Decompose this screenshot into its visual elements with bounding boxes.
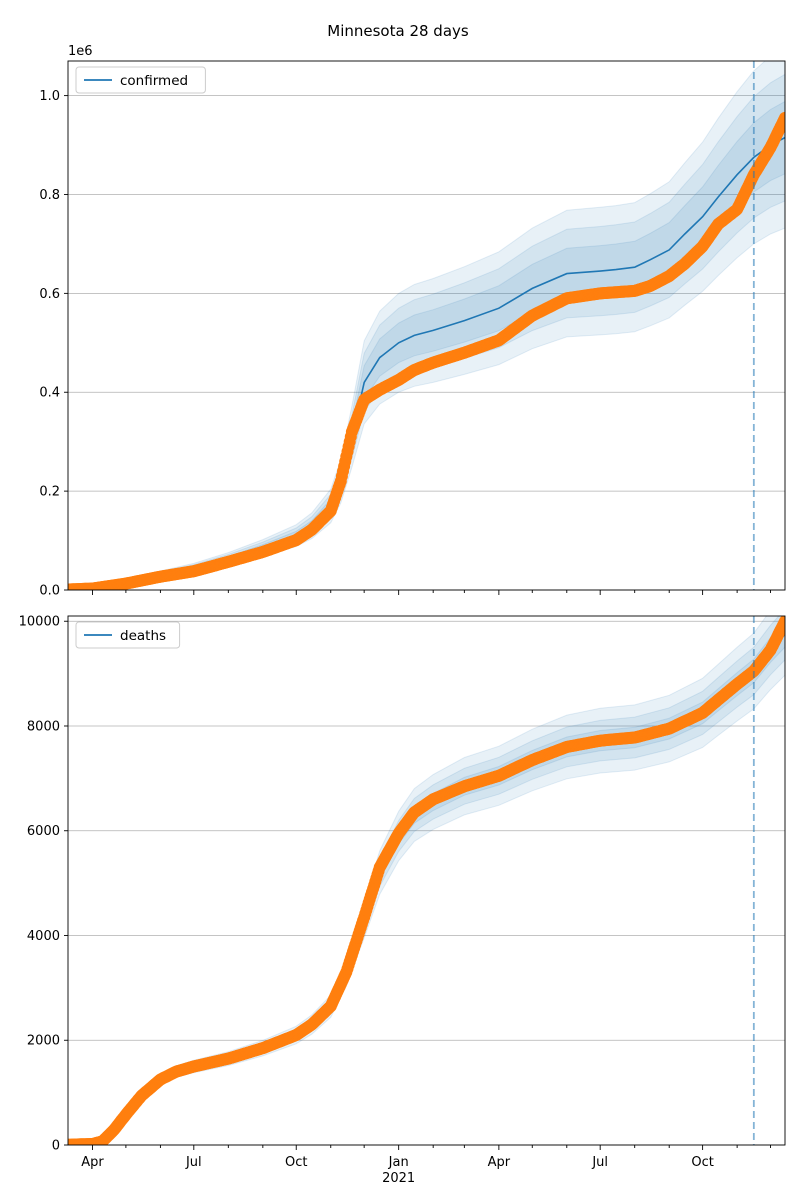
observed-series bbox=[68, 616, 785, 1145]
y-tick-label: 0.8 bbox=[39, 188, 60, 203]
legend: confirmed bbox=[75, 66, 206, 94]
uncertainty-band bbox=[68, 616, 785, 1145]
axes-frame bbox=[67, 60, 786, 591]
x-year-label: 2021 bbox=[382, 1171, 415, 1186]
x-tick-label: Jul bbox=[591, 1155, 608, 1170]
y-offset-label: 1e6 bbox=[68, 44, 93, 59]
y-tick-label: 8000 bbox=[27, 719, 60, 734]
legend-box bbox=[75, 66, 206, 94]
deaths-panel: 0 2000 4000 6000 8000 10000 Apr Jul Oct Jan Apr Jul… bbox=[19, 615, 786, 1186]
y-tick-label: 10000 bbox=[19, 615, 60, 630]
x-tick-label: Apr bbox=[81, 1155, 104, 1170]
legend: deaths bbox=[75, 621, 181, 649]
y-tick-label: 0.0 bbox=[39, 584, 60, 599]
y-tick-label: 6000 bbox=[27, 824, 60, 839]
uncertainty-band bbox=[68, 61, 785, 590]
y-tick-label: 0.2 bbox=[39, 485, 60, 500]
figure-title: Minnesota 28 days bbox=[327, 22, 469, 40]
legend-box bbox=[75, 621, 181, 649]
plot-area bbox=[68, 61, 785, 590]
x-tick-label: Jul bbox=[185, 1155, 202, 1170]
x-tick-label: Oct bbox=[285, 1155, 307, 1170]
observed-series bbox=[68, 111, 785, 590]
y-tick-label: 4000 bbox=[27, 929, 60, 944]
uncertainty-band bbox=[68, 616, 785, 1145]
y-tick-label: 0.4 bbox=[39, 386, 60, 401]
y-tick-label: 0 bbox=[52, 1139, 60, 1154]
axes-frame bbox=[67, 615, 786, 1146]
observed-point bbox=[779, 616, 785, 628]
legend-label: deaths bbox=[120, 628, 166, 644]
observed-point bbox=[779, 111, 785, 124]
x-tick-label: Oct bbox=[691, 1155, 713, 1170]
confirmed-panel: 0.0 0.2 0.4 0.6 0.8 1.0 1e6 confirmed bbox=[39, 44, 786, 599]
legend-label: confirmed bbox=[120, 73, 188, 89]
y-tick-label: 0.6 bbox=[39, 287, 60, 302]
y-tick-label: 1.0 bbox=[39, 89, 60, 104]
x-tick-label: Jan bbox=[388, 1155, 409, 1170]
y-tick-label: 2000 bbox=[27, 1034, 60, 1049]
plot-area bbox=[68, 616, 785, 1145]
x-tick-label: Apr bbox=[488, 1155, 511, 1170]
